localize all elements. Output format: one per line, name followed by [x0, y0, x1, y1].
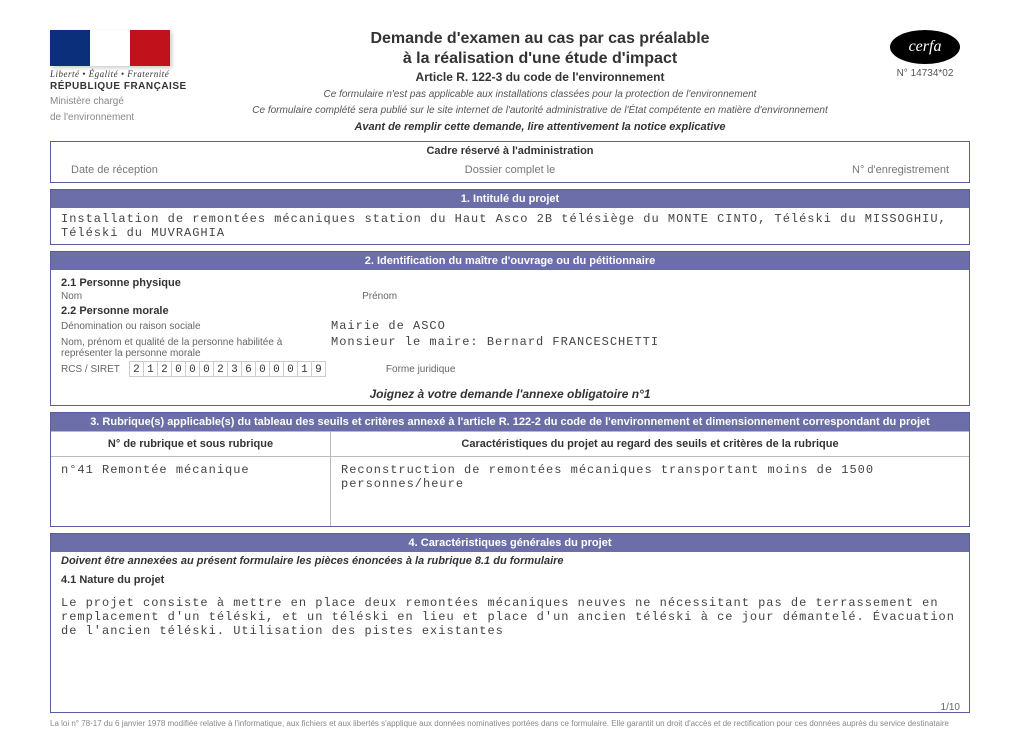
- siret-digit: 0: [171, 361, 186, 377]
- siret-digit: 0: [255, 361, 270, 377]
- republic-label: RÉPUBLIQUE FRANÇAISE: [50, 81, 200, 92]
- representative-value: Monsieur le maire: Bernard FRANCESCHETTI: [331, 335, 659, 349]
- siret-digit: 2: [129, 361, 144, 377]
- siret-value: 21200023600019: [130, 361, 326, 377]
- rubrique-head-left: N° de rubrique et sous rubrique: [51, 432, 331, 456]
- french-flag-icon: [50, 30, 170, 66]
- section-1-bar: 1. Intitulé du projet: [51, 190, 969, 208]
- title-block: Demande d'examen au cas par cas préalabl…: [220, 30, 860, 133]
- cerfa-badge-icon: cerfa: [890, 30, 960, 64]
- representative-label: Nom, prénom et qualité de la personne ha…: [61, 337, 321, 359]
- personne-morale-label: 2.2 Personne morale: [61, 305, 959, 317]
- article-ref: Article R. 122-3 du code de l'environnem…: [220, 70, 860, 84]
- dossier-complet-label: Dossier complet le: [364, 164, 657, 176]
- section-1: 1. Intitulé du projet Installation de re…: [50, 189, 970, 245]
- siret-digit: 3: [227, 361, 242, 377]
- siret-digit: 0: [283, 361, 298, 377]
- siret-digit: 0: [185, 361, 200, 377]
- main-title-1: Demande d'examen au cas par cas préalabl…: [220, 30, 860, 48]
- personne-physique-label: 2.1 Personne physique: [61, 277, 959, 289]
- logo-block: Liberté • Égalité • Fraternité RÉPUBLIQU…: [50, 30, 200, 124]
- siret-digit: 2: [213, 361, 228, 377]
- note-1: Ce formulaire n'est pas applicable aux i…: [220, 88, 860, 101]
- section-4-bar: 4. Caractéristiques générales du projet: [51, 534, 969, 552]
- denomination-value: Mairie de ASCO: [331, 319, 446, 333]
- denomination-label: Dénomination ou raison sociale: [61, 321, 321, 332]
- rcs-siret-label: RCS / SIRET: [61, 364, 120, 375]
- section-3-bar: 3. Rubrique(s) applicable(s) du tableau …: [51, 413, 969, 431]
- section-2: 2. Identification du maître d'ouvrage ou…: [50, 251, 970, 406]
- ministry-line1: Ministère chargé: [50, 96, 200, 108]
- siret-digit: 0: [199, 361, 214, 377]
- siret-digit: 6: [241, 361, 256, 377]
- siret-digit: 9: [311, 361, 326, 377]
- form-header: Liberté • Égalité • Fraternité RÉPUBLIQU…: [50, 30, 970, 133]
- siret-digit: 2: [157, 361, 172, 377]
- avant-note: Avant de remplir cette demande, lire att…: [220, 121, 860, 133]
- main-title-2: à la réalisation d'une étude d'impact: [220, 50, 860, 68]
- cerfa-number: N° 14734*02: [880, 68, 970, 79]
- note-2: Ce formulaire complété sera publié sur l…: [220, 104, 860, 117]
- project-title-value: Installation de remontées mécaniques sta…: [51, 208, 969, 244]
- siret-digit: 0: [269, 361, 284, 377]
- page-number: 1/10: [941, 702, 960, 713]
- siret-digit: 1: [297, 361, 312, 377]
- rubrique-number-value: n°41 Remontée mécanique: [51, 457, 331, 526]
- cerfa-block: cerfa N° 14734*02: [880, 30, 970, 79]
- prenom-label: Prénom: [362, 291, 397, 302]
- section-3: 3. Rubrique(s) applicable(s) du tableau …: [50, 412, 970, 527]
- nature-text: Le projet consiste à mettre en place deu…: [51, 592, 969, 712]
- admin-heading: Cadre réservé à l'administration: [51, 142, 969, 160]
- joinez-note: Joignez à votre demande l'annexe obligat…: [51, 383, 969, 405]
- motto: Liberté • Égalité • Fraternité: [50, 69, 200, 79]
- siret-digit: 1: [143, 361, 158, 377]
- ministry-line2: de l'environnement: [50, 112, 200, 124]
- forme-juridique-label: Forme juridique: [386, 364, 455, 375]
- date-reception-label: Date de réception: [71, 164, 364, 176]
- enregistrement-label: N° d'enregistrement: [656, 164, 949, 176]
- nom-label: Nom: [61, 291, 82, 302]
- section-4: 4. Caractéristiques générales du projet …: [50, 533, 970, 713]
- admin-box: Cadre réservé à l'administration Date de…: [50, 141, 970, 183]
- rubrique-head-right: Caractéristiques du projet au regard des…: [331, 432, 969, 456]
- rubrique-caract-value: Reconstruction de remontées mécaniques t…: [331, 457, 969, 526]
- section-2-bar: 2. Identification du maître d'ouvrage ou…: [51, 252, 969, 270]
- doivent-note: Doivent être annexées au présent formula…: [51, 552, 969, 567]
- nature-label: 4.1 Nature du projet: [51, 570, 969, 590]
